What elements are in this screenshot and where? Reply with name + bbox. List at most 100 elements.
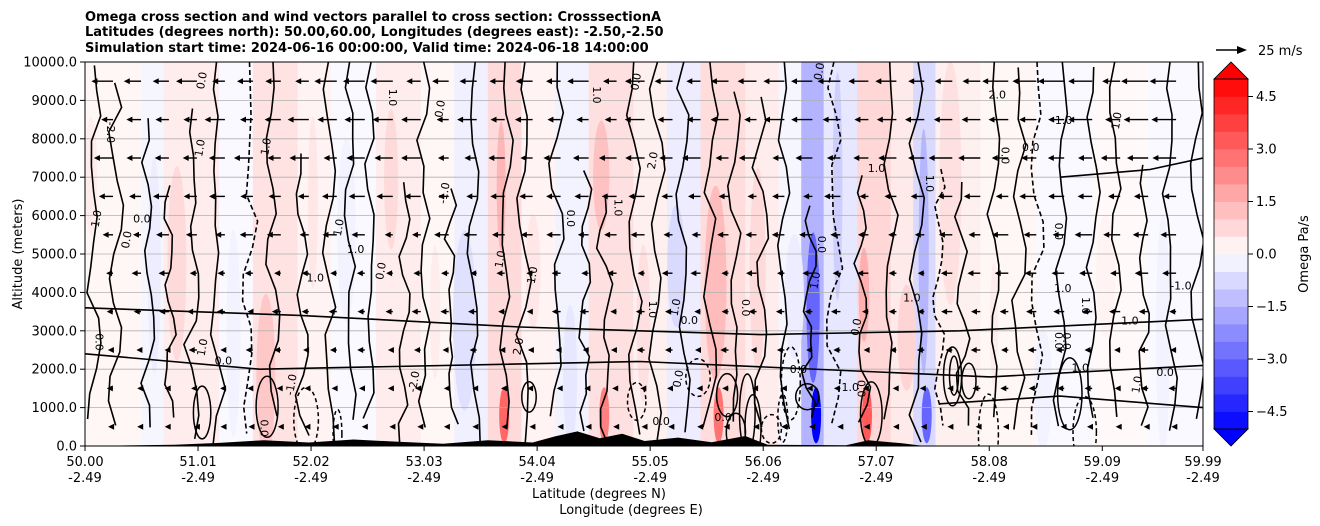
wind-vector-head <box>414 347 420 353</box>
wind-vector-head <box>1000 385 1007 392</box>
wind-vector-head <box>189 270 196 277</box>
wind-vector-head <box>763 78 770 85</box>
wind-vector-head <box>154 155 161 161</box>
contour-line-negative <box>241 62 259 434</box>
wind-vector-head <box>637 270 644 277</box>
wind-vector-head <box>129 193 136 200</box>
title-line-1: Omega cross section and wind vectors par… <box>85 10 661 25</box>
wind-vector-head <box>691 231 698 238</box>
title-line-2: Latitudes (degrees north): 50.00,60.00, … <box>85 25 664 40</box>
omega-cell <box>593 120 610 231</box>
wind-vector-head <box>748 308 755 315</box>
wind-vector-head <box>1170 347 1177 353</box>
contour-line <box>726 91 742 422</box>
wind-vector-head <box>723 423 730 430</box>
wind-vector-head <box>753 423 760 430</box>
wind-vector-head <box>802 270 809 277</box>
wind-vector-head <box>710 78 717 85</box>
y-tick-label: 4000.0 <box>32 286 78 301</box>
contour-label: 0.0 <box>1022 141 1040 154</box>
contour-line <box>548 62 565 417</box>
wind-vector-head <box>376 193 383 200</box>
wind-vector-head <box>472 385 479 392</box>
wind-vector-head <box>803 193 810 200</box>
wind-vector-head <box>546 231 553 238</box>
contour-label: 0.0 <box>194 71 210 90</box>
wind-vector-head <box>914 231 921 238</box>
wind-vector-head <box>514 116 521 123</box>
contour-loop <box>293 386 320 446</box>
wind-vector-head <box>804 308 811 315</box>
wind-vector-head <box>442 347 449 353</box>
contour-label: 1.0 <box>807 271 823 290</box>
wind-vector-head <box>501 423 508 430</box>
wind-vector-head <box>579 308 586 315</box>
contour-line <box>343 62 357 420</box>
x-tick-label-longitude: -2.49 <box>520 471 554 486</box>
colorbar-extend-min <box>1213 428 1249 447</box>
wind-vector-head <box>862 308 869 315</box>
wind-vector-head <box>1143 423 1150 430</box>
contour-line <box>1059 157 1203 178</box>
wind-vector-head <box>945 347 952 353</box>
wind-vector-head <box>274 347 280 353</box>
wind-vector-head <box>941 308 948 315</box>
wind-vector-head <box>547 116 554 123</box>
wind-vector-head <box>332 423 339 430</box>
contour-label: 2.0 <box>645 151 661 170</box>
wind-vector-head <box>799 231 806 238</box>
wind-vector-head <box>153 193 159 200</box>
contour-loop <box>255 375 279 439</box>
wind-vector-head <box>299 231 306 238</box>
colorbar-segment <box>1214 394 1248 412</box>
wind-vector-head <box>607 270 614 277</box>
contour-label: -1.0 <box>1051 114 1072 127</box>
omega-cell <box>307 116 318 289</box>
contour-loop <box>794 382 820 411</box>
wind-vector-head <box>857 231 864 238</box>
contour-label: 1.0 <box>903 292 921 305</box>
wind-vector-head <box>351 231 358 238</box>
wind-vector-head <box>806 347 813 353</box>
wind-vector-head <box>274 270 281 277</box>
contour-loop <box>859 381 883 446</box>
wind-vector-head <box>624 78 631 85</box>
wind-vector-head <box>1031 423 1038 430</box>
wind-vector-head <box>920 423 927 430</box>
y-tick-label: 1000.0 <box>32 401 78 416</box>
x-tick-label-latitude: 57.07 <box>858 455 895 470</box>
wind-vector-head <box>183 116 190 123</box>
wind-vector-head <box>1138 308 1145 315</box>
contour-label: 1.0 <box>590 86 603 104</box>
wind-vector-head <box>1084 385 1091 392</box>
wind-vector-head <box>268 193 275 200</box>
wind-vector-head <box>853 155 860 161</box>
wind-vector-head <box>472 423 479 430</box>
wind-vector-head <box>387 347 394 353</box>
wind-vector-head <box>598 155 605 161</box>
wind-vector-head <box>718 193 725 200</box>
wind-vector-head <box>417 423 424 430</box>
wind-vector-head <box>342 78 349 85</box>
wind-vector-head <box>1082 308 1089 315</box>
colorbar-tick-label: −1.5 <box>1256 300 1288 315</box>
wind-vector-head <box>717 231 724 238</box>
wind-vector-head <box>809 423 816 430</box>
contour-label: 1.0 <box>1072 361 1090 374</box>
wind-vector-head <box>1169 308 1176 315</box>
wind-vector-head <box>832 270 839 277</box>
wind-vector-head <box>1055 347 1062 353</box>
wind-vector-head <box>331 385 338 392</box>
wind-vector-head <box>499 347 506 353</box>
wind-vector-head <box>970 347 977 353</box>
wind-vector-head <box>972 385 979 392</box>
wind-vector-head <box>833 347 840 353</box>
contour-loop <box>744 393 762 446</box>
wind-vector-head <box>247 308 254 315</box>
wind-vector-head <box>934 78 941 85</box>
wind-vector-head <box>710 116 717 123</box>
wind-vector-head <box>457 116 464 123</box>
colorbar-tick-label: −4.5 <box>1256 405 1288 420</box>
y-tick-label: 8000.0 <box>32 132 78 147</box>
omega-cell-strong <box>713 387 724 444</box>
